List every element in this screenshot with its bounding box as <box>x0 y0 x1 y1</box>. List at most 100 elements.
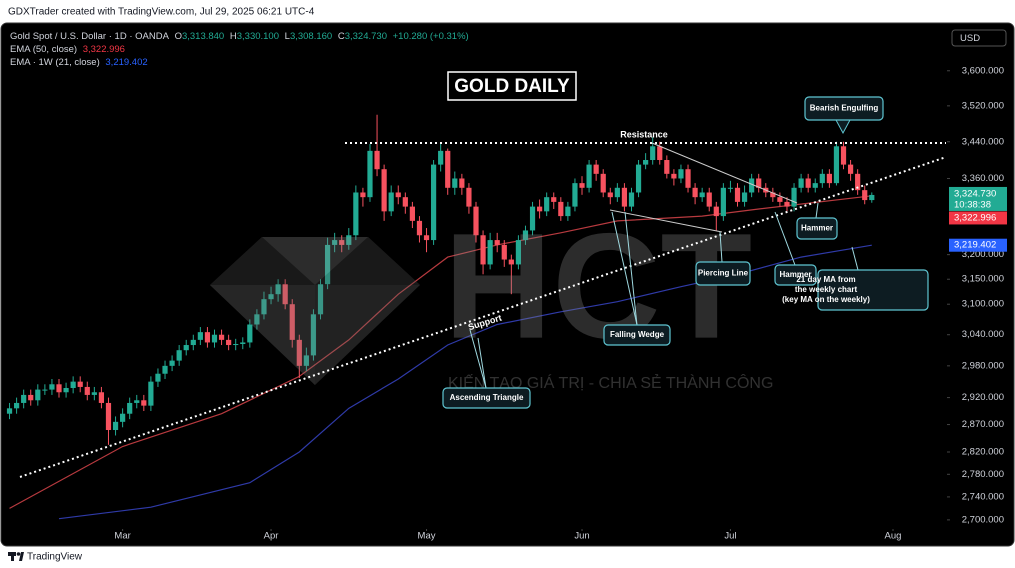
candle-body <box>402 197 408 207</box>
countdown: 10:38:38 <box>954 199 991 210</box>
watermark-slogan: KIẾN TẠO GIÁ TRỊ - CHIA SẺ THÀNH CÔNG <box>448 373 773 392</box>
legend: Gold Spot / U.S. Dollar · 1D · OANDA O3,… <box>10 30 472 69</box>
candle-body <box>819 173 825 184</box>
candle-body <box>586 164 592 188</box>
brand: TradingView <box>27 552 83 563</box>
legend-row: Gold Spot / U.S. Dollar · 1D · OANDA O3,… <box>10 30 472 43</box>
candle-body <box>127 402 133 414</box>
candle-body <box>6 408 13 414</box>
candle-body <box>240 342 246 344</box>
title-box <box>447 71 577 101</box>
candle-body <box>197 332 203 340</box>
candle-body <box>466 187 472 207</box>
candle-body <box>529 206 536 231</box>
candle-body <box>749 178 755 193</box>
annotation: Hammer <box>779 270 811 279</box>
y-tick-label: 2,820.000 <box>962 447 1004 458</box>
y-tick-label: 3,440.000 <box>962 136 1004 147</box>
candle-body <box>268 294 274 300</box>
candle-body <box>176 350 182 361</box>
y-tick-label: 2,920.000 <box>962 392 1004 403</box>
candle-body <box>211 334 218 343</box>
candle-body <box>826 173 832 184</box>
support-line <box>19 156 947 478</box>
annotation: Ascending Triangle <box>450 393 524 402</box>
annotation: (key MA on the weekly) <box>782 295 870 304</box>
legend-row: EMA · 1W (21, close) 3,219.402 <box>10 56 472 69</box>
candle-body <box>699 192 705 198</box>
candle-body <box>303 355 309 366</box>
candle-body <box>332 240 338 245</box>
axes: 3,600.000 3,520.000 3,440.000 3,360.000 3,20… <box>114 65 1004 541</box>
candle-body <box>409 206 415 221</box>
candle-body <box>459 178 465 188</box>
ohlc-value: 3,324.730 <box>344 31 387 42</box>
candle-body <box>416 220 423 236</box>
logo-facet <box>262 237 368 285</box>
candle-body <box>784 201 790 207</box>
y-tick-label: 3,600.000 <box>962 65 1004 76</box>
candle-body <box>869 194 875 201</box>
annotation-box <box>695 261 751 286</box>
candle-body <box>720 187 726 217</box>
candle-body <box>635 164 642 193</box>
candle-body <box>346 235 352 245</box>
candle-body <box>840 146 847 165</box>
legend-value: 3,322.996 <box>82 44 125 55</box>
candle-body <box>558 201 564 217</box>
candle-body <box>862 190 868 201</box>
candle-body <box>169 360 175 366</box>
candle-body <box>515 240 522 265</box>
candle-body <box>148 381 154 406</box>
candle-body <box>282 284 288 305</box>
annotation-box <box>796 217 838 240</box>
annotation: the weekly chart <box>795 285 858 294</box>
candle-body <box>430 164 437 241</box>
connector <box>719 231 723 263</box>
legend-value: 3,219.402 <box>105 57 148 68</box>
brand-logo <box>16 552 21 556</box>
candle-body <box>91 392 97 395</box>
annotation: Falling Wedge <box>610 330 665 339</box>
candle-body <box>664 160 670 174</box>
candle-body <box>254 314 260 325</box>
connector <box>477 337 487 389</box>
y-tick-label: 3,100.000 <box>962 299 1004 310</box>
candle-body <box>565 206 571 217</box>
candle-body <box>310 314 317 356</box>
candle-body <box>650 146 656 161</box>
connector <box>851 246 859 271</box>
ema-line <box>9 195 872 509</box>
candle-body <box>42 389 48 391</box>
chart-background <box>0 22 1015 547</box>
x-tick-label: May <box>418 531 436 542</box>
x-tick-label: Jun <box>574 531 589 542</box>
candle-body <box>155 373 161 382</box>
x-tick-label: Jul <box>724 531 736 542</box>
candle-body <box>544 197 550 212</box>
candle-body <box>551 197 557 202</box>
candle-body <box>579 183 585 188</box>
candle-body <box>28 394 34 401</box>
symbol: Gold Spot / U.S. Dollar · 1D · OANDA <box>10 31 169 42</box>
candle-body <box>621 187 628 207</box>
last-price: 3,324.730 <box>954 188 996 199</box>
candle-body <box>324 244 331 285</box>
candle-body <box>395 192 401 198</box>
candle-body <box>423 235 430 241</box>
y-tick-label: 3,150.000 <box>962 274 1004 285</box>
candle-body <box>162 365 168 374</box>
candle-body <box>84 386 90 395</box>
annotation: Hammer <box>801 224 833 233</box>
candle-body <box>692 187 698 198</box>
candle-body <box>120 413 126 422</box>
series-price-box <box>949 211 1007 225</box>
candle-body <box>14 402 20 409</box>
ohlc-key: C <box>337 31 345 42</box>
ohlc-value: 3,330.100 <box>236 31 279 42</box>
candle-body <box>614 187 620 198</box>
candle-body <box>190 339 196 346</box>
brand-logo <box>11 552 14 561</box>
watermark-logo: HCT <box>444 202 752 370</box>
